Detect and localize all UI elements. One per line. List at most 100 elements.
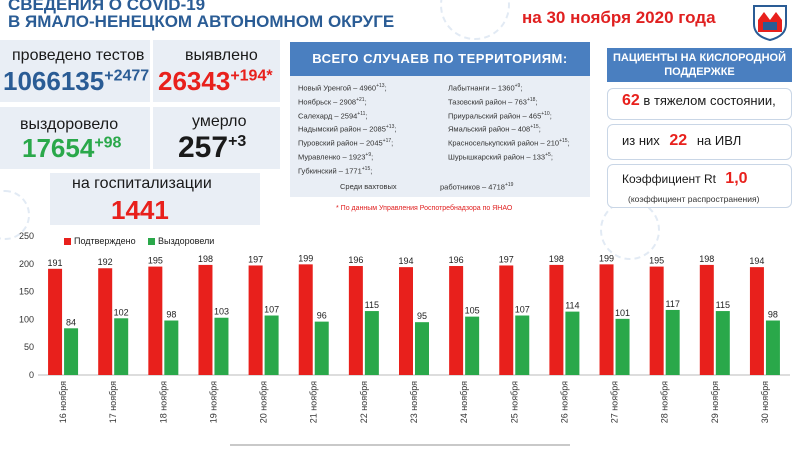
bar-confirmed (749, 267, 764, 375)
territory-sep: ; (394, 124, 397, 134)
territory-name: Шурышкарский район – 133 (448, 152, 546, 162)
data-label-recovered: 103 (214, 307, 229, 317)
territory-name: Муравленко – 1923 (298, 152, 366, 162)
shift-workers-number: работников – 4718 (440, 182, 505, 192)
severe-card (607, 88, 792, 120)
territory-delta: +15 (559, 138, 568, 145)
bar-recovered (314, 321, 329, 375)
detected-delta: +194* (230, 67, 273, 85)
territory-name: Надымский район – 2085 (298, 124, 386, 134)
territory-name: Ноябрьск – 2908 (298, 97, 357, 107)
report-date: на 30 ноября 2020 года (522, 8, 716, 27)
bar-confirmed (599, 264, 614, 375)
died-value: 257+3 (178, 131, 246, 165)
data-label-confirmed: 192 (98, 257, 113, 267)
x-tick-label: 18 ноября (158, 381, 168, 423)
tests-value: 1066135+2477 (3, 66, 149, 97)
data-label-recovered: 84 (66, 317, 76, 327)
data-label-recovered: 95 (417, 311, 427, 321)
territory-sep: ; (567, 138, 570, 148)
territory-sep: ; (370, 166, 373, 176)
y-tick-label: 150 (19, 287, 34, 297)
data-label-confirmed: 197 (499, 254, 514, 264)
hospital-value: 1441 (111, 195, 169, 225)
territory-left-item: Надымский район – 2085+13; (298, 124, 396, 134)
territory-name: Пуровский район – 2045 (298, 138, 383, 148)
rt-value: 1,0 (725, 170, 748, 187)
data-label-recovered: 102 (114, 307, 129, 317)
y-tick-label: 250 (19, 231, 34, 241)
severe-row: 62 в тяжелом состоянии, (622, 92, 776, 110)
territory-left-item: Пуровский район – 2045+17; (298, 138, 393, 148)
shift-workers-value: работников – 4718+19 (440, 182, 513, 192)
data-label-confirmed: 195 (148, 256, 163, 266)
data-label-confirmed: 196 (348, 255, 363, 265)
shift-workers-delta: +19 (504, 182, 514, 188)
bar-recovered (465, 316, 480, 375)
data-label-recovered: 101 (615, 308, 630, 318)
ivl-label: на ИВЛ (696, 133, 742, 148)
daily-cases-chart: 0 50 100 150 200 250 191 84 16 ноября 192 102 17 но… (19, 231, 790, 423)
oxygen-title: ПАЦИЕНТЫ НА КИСЛОРОДНОЙ ПОДДЕРЖКЕ (607, 48, 792, 82)
bar-recovered (765, 320, 780, 375)
territory-delta: +11 (357, 110, 366, 117)
territory-right-item: Приуральский район – 465+10; (448, 111, 552, 121)
territory-name: Губкинский – 1771 (298, 166, 362, 176)
bar-recovered (515, 315, 530, 375)
territory-name: Тазовский район – 763 (448, 97, 527, 107)
territory-name: Приуральский район – 465 (448, 111, 542, 121)
tests-number: 1066135 (3, 66, 105, 96)
footer-divider (230, 444, 570, 446)
data-label-recovered: 105 (465, 306, 480, 316)
territory-left-item: Губкинский – 1771+15; (298, 166, 372, 176)
legend-recovered-swatch (148, 238, 155, 246)
data-label-confirmed: 198 (549, 254, 564, 264)
data-label-recovered: 98 (768, 310, 778, 320)
virus-decoration-icon (440, 0, 510, 40)
territory-sep: ; (549, 111, 552, 121)
bar-confirmed (148, 266, 163, 375)
territory-sep: ; (371, 152, 374, 162)
severe-label: в тяжелом состоянии, (643, 93, 776, 108)
title-line-2: В ЯМАЛО-НЕНЕЦКОМ АВТОНОМНОМ ОКРУГЕ (8, 12, 395, 31)
y-tick-label: 50 (24, 342, 34, 352)
recovered-card (0, 107, 150, 169)
y-tick-label: 100 (19, 314, 34, 324)
territory-name: Салехард – 2594 (298, 111, 358, 121)
ivl-value: 22 (669, 132, 688, 149)
detected-card (153, 40, 280, 102)
territory-name: Новый Уренгой – 4960 (298, 83, 377, 93)
data-label-confirmed: 194 (398, 256, 413, 266)
title-line-1: СВЕДЕНИЯ О COVID-19 (8, 0, 206, 14)
data-label-confirmed: 199 (599, 253, 614, 263)
bar-confirmed (348, 266, 363, 375)
data-label-confirmed: 198 (198, 254, 213, 264)
x-tick-label: 17 ноября (108, 381, 118, 423)
territory-name: Красноселькупский район – 210 (448, 138, 560, 148)
territory-name: Лабытнанги – 1360 (448, 83, 515, 93)
data-label-confirmed: 199 (298, 253, 313, 263)
legend-recovered: Выздоровели (148, 236, 214, 246)
died-delta: +3 (228, 133, 247, 150)
ivl-row: из них 22 на ИВЛ (622, 132, 741, 150)
x-tick-label: 22 ноября (359, 381, 369, 423)
territory-sep: ; (520, 83, 523, 93)
x-tick-label: 30 ноября (760, 381, 770, 423)
territory-delta: +17 (382, 138, 392, 145)
shift-workers-label: Среди вахтовых (340, 182, 397, 191)
territory-right-item: Красноселькупский район – 210+15; (448, 138, 570, 148)
emblem-icon (753, 5, 787, 42)
data-label-recovered: 117 (665, 299, 679, 309)
legend-confirmed-label: Подтверждено (74, 236, 136, 246)
territory-sep: ; (391, 138, 394, 148)
x-tick-label: 26 ноября (559, 381, 569, 423)
bar-recovered (164, 320, 179, 375)
bar-recovered (615, 318, 630, 375)
data-label-recovered: 107 (515, 305, 530, 315)
recovered-delta: +98 (94, 134, 122, 152)
bar-confirmed (399, 267, 413, 375)
territories-title: ВСЕГО СЛУЧАЕВ ПО ТЕРРИТОРИЯМ: (290, 42, 590, 76)
y-tick-label: 200 (19, 259, 34, 269)
data-label-confirmed: 195 (649, 256, 664, 266)
bar-confirmed (48, 268, 63, 375)
